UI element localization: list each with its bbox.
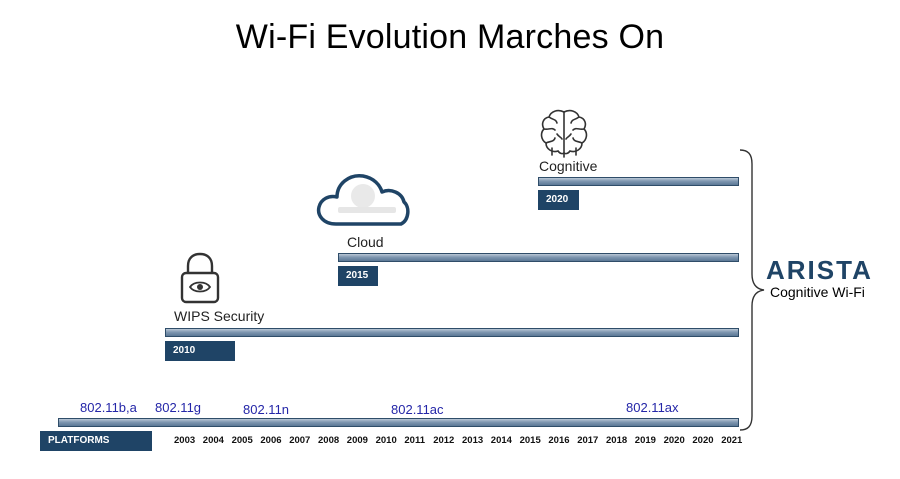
platforms-bar bbox=[58, 418, 739, 427]
cloud-bar bbox=[338, 253, 739, 262]
year-label: 2020 bbox=[692, 435, 714, 446]
cloud-year-tag: 2015 bbox=[338, 266, 378, 286]
curly-brace-icon bbox=[736, 148, 766, 437]
page-title: Wi-Fi Evolution Marches On bbox=[235, 18, 665, 56]
cognitive-year-tag: 2020 bbox=[538, 190, 579, 210]
year-label: 2007 bbox=[289, 435, 311, 446]
year-label: 2014 bbox=[490, 435, 512, 446]
platforms-tag: PLATFORMS bbox=[40, 431, 152, 451]
year-label: 2017 bbox=[577, 435, 599, 446]
brand-tagline: Cognitive Wi-Fi bbox=[770, 284, 865, 300]
year-label: 2013 bbox=[462, 435, 484, 446]
lock-eye-icon bbox=[179, 252, 221, 309]
year-label: 2008 bbox=[318, 435, 340, 446]
arista-logo: ARISTA bbox=[766, 255, 873, 285]
year-label: 2004 bbox=[202, 435, 224, 446]
year-label: 2012 bbox=[433, 435, 455, 446]
cognitive-label: Cognitive bbox=[539, 158, 598, 174]
standard-802-11b-a: 802.11b,a bbox=[80, 400, 137, 415]
year-label: 2016 bbox=[548, 435, 570, 446]
wips-year-tag: 2010 bbox=[165, 341, 235, 361]
brain-icon bbox=[538, 108, 590, 163]
year-label: 2009 bbox=[346, 435, 368, 446]
year-label: 2020 bbox=[663, 435, 685, 446]
standard-802-11ax: 802.11ax bbox=[626, 400, 679, 415]
wips-security-bar bbox=[165, 328, 739, 337]
year-label: 2006 bbox=[260, 435, 282, 446]
wips-security-label: WIPS Security bbox=[174, 308, 265, 324]
cloud-label: Cloud bbox=[347, 234, 384, 250]
standard-802-11ac: 802.11ac bbox=[391, 402, 444, 417]
cloud-icon bbox=[314, 170, 412, 233]
year-label: 2005 bbox=[231, 435, 253, 446]
year-label: 2010 bbox=[375, 435, 397, 446]
cognitive-bar bbox=[538, 177, 739, 186]
year-label: 2011 bbox=[404, 435, 426, 446]
year-label: 2018 bbox=[606, 435, 628, 446]
year-label: 2003 bbox=[174, 435, 196, 446]
year-label: 2021 bbox=[721, 435, 743, 446]
year-label: 2015 bbox=[519, 435, 541, 446]
year-label: 2019 bbox=[634, 435, 656, 446]
standard-802-11g: 802.11g bbox=[155, 400, 202, 415]
standard-802-11n: 802.11n bbox=[243, 402, 290, 417]
